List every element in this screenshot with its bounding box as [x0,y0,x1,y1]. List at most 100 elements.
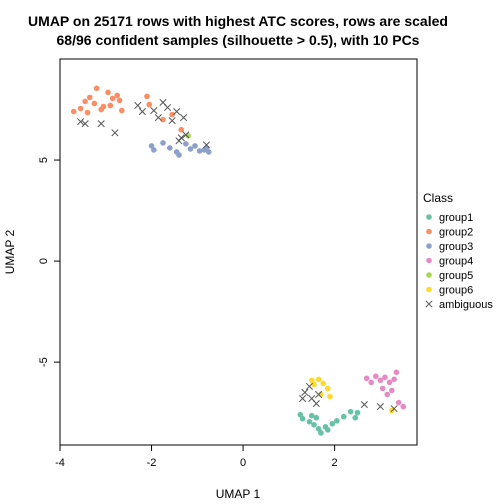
group2-point [105,89,111,96]
x-tick-label: 0 [240,457,246,469]
ambiguous-point [134,101,142,110]
ambiguous-point [81,120,89,128]
ambiguous-point [299,394,307,403]
group1-point [340,413,347,420]
ambiguous-point [180,114,188,122]
legend-symbol-group3 [426,243,432,249]
group4-point [373,373,379,380]
group1-point [318,430,324,436]
ambiguous-point [154,114,162,122]
legend: Class group1 group2 group3 group4 group5 grou… [423,191,493,311]
group2-point [116,97,123,104]
legend-label-ambiguous: ambiguous [439,299,493,311]
legend-label-group1: group1 [439,212,473,224]
x-axis-label: UMAP 1 [216,487,261,501]
ambiguous-point [390,405,398,413]
group3-point [167,145,173,151]
group6-point [311,381,317,388]
legend-symbol-group1 [426,214,432,220]
group4-point [400,403,407,410]
ambiguous-point [360,401,368,409]
chart-title-line-2: 68/96 confident samples (silhouette > 0.… [57,32,420,48]
ambiguous-point [312,400,320,408]
group2-point [77,105,84,112]
group1-point [352,414,359,421]
group3-point [176,152,182,158]
ambiguous-point [182,131,190,139]
y-tick-label: 0 [38,258,50,264]
group4-point [386,379,393,386]
group4-point [393,369,400,376]
legend-label-group6: group6 [439,285,473,297]
group2-point [93,85,100,92]
ambiguous-point [97,120,105,128]
plot-frame [59,58,418,446]
ambiguous-point [376,403,384,411]
group2-point [109,95,116,102]
ambiguous-point [138,107,146,116]
group4-point [363,375,370,382]
x-tick-label: -4 [55,457,65,469]
group6-point [327,393,333,400]
y-axis: -5 0 5 [38,157,60,367]
ambiguous-point [150,106,158,115]
ambiguous-point [77,118,85,126]
group2-point [169,111,175,118]
group1-point [354,409,361,416]
chart-title-line-1: UMAP on 25171 rows with highest ATC scor… [28,13,448,29]
ambiguous-point [175,137,183,145]
ambiguous-point [301,388,309,397]
ambiguous-point [202,141,211,149]
legend-label-group2: group2 [439,227,473,239]
group3-point [183,141,189,147]
ambiguous-point [173,107,181,116]
group4-point [377,377,384,384]
legend-symbol-ambiguous [425,300,433,308]
group2-point [86,94,93,101]
group2-point [144,93,150,100]
x-tick-label: 2 [332,457,338,469]
legend-label-group5: group5 [439,270,473,282]
group3-point [160,140,166,146]
group2-point [100,103,107,110]
group3-point [205,149,212,155]
group4-point [382,374,388,381]
group3-point [196,148,203,154]
legend-symbol-group5 [426,272,432,278]
group6-point [320,380,326,387]
group4-point [395,399,402,406]
legend-symbol-group4 [426,257,432,264]
ambiguous-point [168,117,176,125]
ambiguous-point [177,134,185,142]
legend-symbol-group2 [426,228,432,235]
group1-point [306,418,313,425]
group1-point [347,408,354,415]
group4-point [391,376,397,383]
group2-point [70,108,77,115]
ambiguous-point [111,129,119,137]
group3-point [192,143,198,149]
y-tick-label: 5 [38,157,50,163]
group3-point [151,147,157,153]
group1-point [308,412,315,419]
group1-point [311,421,317,428]
y-axis-label: UMAP 2 [3,229,17,274]
group2-point [146,101,153,108]
group2-point [84,109,91,116]
y-tick-label: -5 [38,357,50,367]
group2-point [107,102,114,109]
group4-point [368,379,375,386]
x-axis: -4 -2 0 2 [55,445,338,469]
group4-point [389,387,395,394]
group2-point [91,100,98,107]
group3-point [187,146,194,152]
group1-point [334,417,340,424]
legend-label-group4: group4 [439,256,473,268]
legend-title: Class [423,191,453,205]
group2-point [114,92,121,99]
group4-point [384,391,391,398]
legend-label-group3: group3 [439,241,473,253]
ambiguous-point [164,103,172,112]
legend-symbol-group6 [426,286,432,293]
